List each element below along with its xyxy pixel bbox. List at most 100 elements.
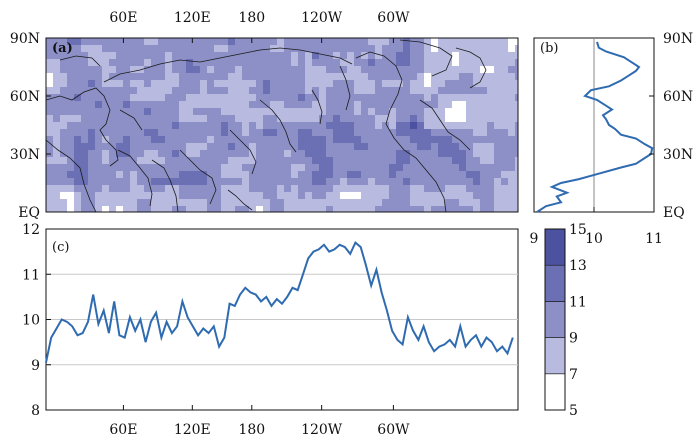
map-cell — [263, 73, 271, 81]
map-cell — [347, 143, 355, 151]
map-cell — [228, 192, 236, 200]
map-cell — [214, 38, 222, 46]
map-cell — [466, 45, 474, 53]
map-cell — [508, 52, 516, 60]
map-cell — [200, 115, 208, 123]
colorbar-block — [544, 373, 566, 411]
map-cell — [466, 143, 474, 151]
map-cell — [291, 108, 299, 116]
series-y-tick-label: 8 — [31, 403, 40, 419]
map-cell — [151, 52, 159, 60]
map-cell — [60, 101, 68, 109]
map-cell — [333, 164, 341, 172]
map-cell — [270, 206, 278, 212]
map-cell — [144, 80, 152, 88]
map-cell — [207, 66, 215, 74]
map-left-tick-label: 90N — [10, 31, 40, 47]
map-cell — [410, 192, 418, 200]
map-cell — [207, 157, 215, 165]
map-cell — [116, 206, 124, 212]
map-cell — [88, 171, 96, 179]
map-cell — [256, 129, 264, 137]
map-cell — [270, 101, 278, 109]
map-cell — [368, 164, 376, 172]
map-cell — [60, 59, 68, 67]
map-cell — [508, 73, 516, 81]
map-cell — [312, 108, 320, 116]
map-cell — [214, 129, 222, 137]
map-cell — [396, 164, 404, 172]
series-y-tick-label: 9 — [31, 358, 40, 374]
map-cell — [340, 80, 348, 88]
map-cell — [172, 94, 180, 102]
map-cell — [249, 136, 257, 144]
map-cell — [284, 185, 292, 193]
map-cell — [102, 206, 110, 212]
map-cell — [74, 52, 82, 60]
coastlines — [46, 39, 487, 212]
map-cell — [347, 59, 355, 67]
map-cell — [508, 87, 516, 95]
map-cell — [46, 192, 54, 200]
map-cell — [200, 164, 208, 172]
map-cell — [347, 178, 355, 186]
map-cell — [389, 115, 397, 123]
map-cell — [151, 94, 159, 102]
map-cell — [305, 94, 313, 102]
map-cell — [312, 38, 320, 46]
map-cell — [494, 136, 502, 144]
map-cell — [102, 73, 110, 81]
map-cell — [235, 87, 243, 95]
map-cell — [452, 157, 460, 165]
map-cell — [389, 157, 397, 165]
map-cell — [333, 94, 341, 102]
map-cell — [326, 199, 334, 207]
map-cell — [354, 115, 362, 123]
map-cell — [165, 199, 173, 207]
map-cell — [473, 73, 481, 81]
map-cell — [354, 59, 362, 67]
map-cell — [130, 45, 138, 53]
map-cell — [200, 101, 208, 109]
map-cell — [312, 80, 320, 88]
map-cell — [298, 129, 306, 137]
map-cell — [431, 136, 439, 144]
map-cell — [473, 150, 481, 158]
map-cell — [326, 206, 334, 212]
map-cell — [256, 192, 264, 200]
map-cell — [158, 164, 166, 172]
map-cell — [424, 164, 432, 172]
map-cell — [410, 101, 418, 109]
map-cell — [88, 108, 96, 116]
map-cell — [410, 150, 418, 158]
map-cell — [172, 38, 180, 46]
map-cell — [46, 157, 54, 165]
map-cell — [354, 45, 362, 53]
map-cell — [466, 122, 474, 130]
map-cell — [88, 73, 96, 81]
map-cell — [179, 87, 187, 95]
map-cell — [130, 59, 138, 67]
map-cell — [382, 59, 390, 67]
map-cell — [319, 164, 327, 172]
series-x-tick-label: 180 — [238, 422, 265, 438]
map-cell — [144, 108, 152, 116]
map-cell — [158, 178, 166, 186]
map-cell — [81, 171, 89, 179]
colorbar-block — [544, 337, 566, 375]
map-cell — [319, 129, 327, 137]
map-cell — [438, 66, 446, 74]
map-cell — [102, 185, 110, 193]
map-cell — [158, 136, 166, 144]
panel-a-frame — [45, 37, 519, 213]
map-cell — [179, 206, 187, 212]
map-cell — [508, 38, 516, 46]
map-cell — [46, 101, 54, 109]
map-cell — [172, 108, 180, 116]
map-cell — [88, 185, 96, 193]
map-cell — [277, 94, 285, 102]
map-cell — [165, 129, 173, 137]
map-cell — [102, 192, 110, 200]
map-cell — [361, 45, 369, 53]
